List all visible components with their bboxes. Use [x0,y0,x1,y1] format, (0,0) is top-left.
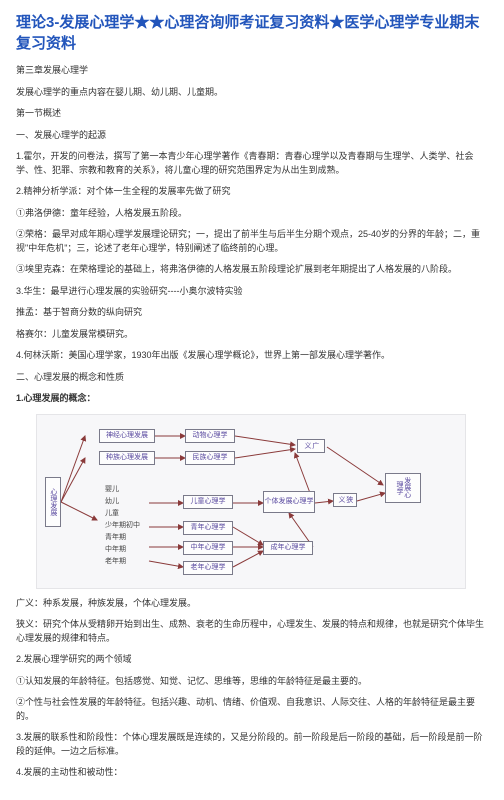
concept-diagram: 神经心理发展 动物心理学种族心理发展 民族心理学 广义发展心理学 心理发展 儿童心理学 个体… [36,414,466,589]
diagram-box: 神经心理发展 [99,429,155,443]
diagram-box: 个体发展心理学 [263,491,315,513]
diagram-label: 老年期 [105,557,126,568]
field-2: ②个性与社会性发展的年龄特征。包括兴趣、动机、情绪、价值观、自我意识、人际交往、… [16,696,488,723]
diagram-box: 儿童心理学 [183,495,233,509]
point-2-sub1: ①弗洛伊德：童年经验，人格发展五阶段。 [16,207,488,221]
chapter-heading: 第三章发展心理学 [16,64,488,78]
diagram-label: 中年期 [105,545,126,556]
diagram-box: 老年心理学 [183,561,233,575]
diagram-box: 心理发展 [45,477,61,527]
diagram-label: 青年期 [105,533,126,544]
broad-def: 广义：种系发展，种族发展，个体心理发展。 [16,597,488,611]
diagram-box: 青年心理学 [183,521,233,535]
diagram-label: 婴儿 [105,485,119,496]
diagram-box: 发展心理学 [385,473,421,503]
concept-heading: 1.心理发展的概念： [16,392,488,406]
two-fields-heading: 2.发展心理学研究的两个领域 [16,653,488,667]
diagram-box: 中年心理学 [183,541,233,555]
diagram-box: 种族心理发展 [99,451,155,465]
diagram-box: 成年心理学 [263,541,313,555]
diagram-label: 幼儿 [105,497,119,508]
point-1: 1.霍尔，开发的问卷法，撰写了第一本青少年心理学著作《青春期：青春心理学以及青春… [16,150,488,177]
field-1: ①认知发展的年龄特征。包括感觉、知觉、记忆、思维等，思维的年龄特征是最主要的。 [16,675,488,689]
point-continuity: 3.发展的联系性和阶段性：个体心理发展既是连续的，又是分阶段的。前一阶段是后一阶… [16,731,488,758]
point-3-gesaier: 格赛尔：儿童发展常模研究。 [16,328,488,342]
diagram-box: 广义 [297,439,325,453]
point-2: 2.精神分析学派：对个体一生全程的发展率先做了研究 [16,185,488,199]
diagram-box: 动物心理学 [185,429,235,443]
point-2-sub3: ③埃里克森：在荣格理论的基础上，将弗洛伊德的人格发展五阶段理论扩展到老年期提出了… [16,263,488,277]
summary-line: 发展心理学的重点内容在婴儿期、幼儿期、儿童期。 [16,86,488,100]
narrow-def: 狭义：研究个体从受精卵开始到出生、成熟、衰老的生命历程中，心理发生、发展的特点和… [16,618,488,645]
diagram-box: 狭义 [333,493,357,507]
point-2-sub2: ②荣格：最早对成年期心理学发展理论研究；一，提出了前半生与后半生分期个观点，25… [16,228,488,255]
section-1-label: 第一节概述 [16,107,488,121]
diagram-label: 少年期初中 [105,521,140,532]
point-3-tuimeng: 推孟：基于智商分数的纵向研究 [16,306,488,320]
point-3: 3.华生：最早进行心理发展的实验研究----小奥尔波特实验 [16,285,488,299]
subsection-1-heading: 一、发展心理学的起源 [16,129,488,143]
diagram-label: 儿童 [105,509,119,520]
subsection-2-heading: 二、心理发展的概念和性质 [16,371,488,385]
diagram-box: 民族心理学 [185,451,235,465]
point-activity: 4.发展的主动性和被动性： [16,766,488,780]
point-4: 4.何林沃斯：美国心理学家，1930年出版《发展心理学概论》，世界上第一部发展心… [16,349,488,363]
page-title: 理论3-发展心理学★★心理咨询师考证复习资料★医学心理学专业期末复习资料 [16,12,488,54]
